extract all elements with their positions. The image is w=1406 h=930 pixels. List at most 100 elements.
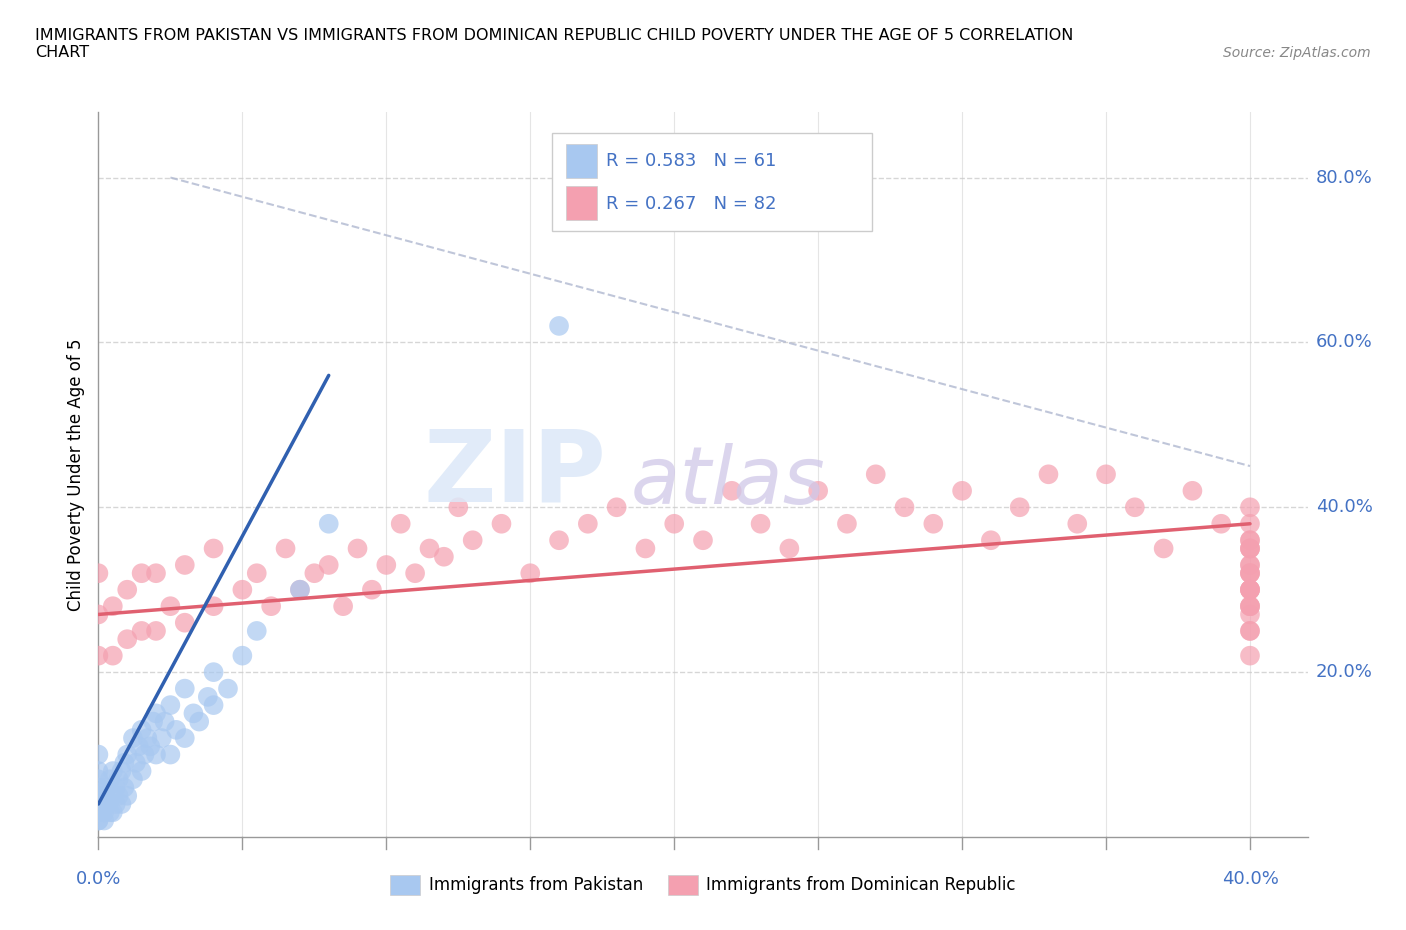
Point: [96, 780, 118, 795]
Point: [1239, 533, 1261, 548]
Point: [332, 599, 354, 614]
Point: [1239, 565, 1261, 580]
Point: [159, 698, 181, 712]
Point: [101, 789, 124, 804]
Point: [318, 557, 340, 572]
Point: [131, 723, 153, 737]
Point: [93, 813, 115, 828]
Point: [87, 607, 110, 622]
Point: [304, 565, 326, 580]
Text: R = 0.583   N = 61: R = 0.583 N = 61: [606, 152, 776, 170]
Point: [115, 582, 138, 597]
Point: [197, 689, 219, 704]
Point: [1239, 582, 1261, 597]
Point: [101, 648, 124, 663]
Text: 0.0%: 0.0%: [76, 870, 121, 888]
Text: 20.0%: 20.0%: [1316, 663, 1372, 681]
Point: [87, 565, 110, 580]
Point: [134, 747, 156, 762]
Point: [1239, 599, 1261, 614]
Point: [202, 541, 225, 556]
FancyBboxPatch shape: [551, 133, 872, 232]
Point: [361, 582, 384, 597]
Point: [115, 631, 138, 646]
Text: 60.0%: 60.0%: [1316, 334, 1372, 352]
Bar: [567, 186, 596, 220]
Point: [548, 533, 571, 548]
Point: [692, 533, 714, 548]
Point: [87, 813, 110, 828]
Point: [375, 557, 398, 572]
Point: [202, 599, 225, 614]
Point: [101, 804, 124, 819]
Point: [1239, 541, 1261, 556]
Point: [1239, 557, 1261, 572]
Point: [1239, 557, 1261, 572]
Point: [634, 541, 657, 556]
Point: [115, 789, 138, 804]
Text: IMMIGRANTS FROM PAKISTAN VS IMMIGRANTS FROM DOMINICAN REPUBLIC CHILD POVERTY UND: IMMIGRANTS FROM PAKISTAN VS IMMIGRANTS F…: [35, 28, 1074, 60]
Point: [1181, 484, 1204, 498]
Point: [231, 582, 253, 597]
Point: [87, 789, 110, 804]
Point: [1239, 565, 1261, 580]
Point: [98, 772, 121, 787]
Point: [1239, 565, 1261, 580]
Legend: Immigrants from Pakistan, Immigrants from Dominican Republic: Immigrants from Pakistan, Immigrants fro…: [384, 869, 1022, 901]
Point: [87, 780, 110, 795]
Point: [142, 714, 165, 729]
Text: atlas: atlas: [630, 443, 825, 521]
Point: [835, 516, 858, 531]
Point: [1239, 541, 1261, 556]
Point: [1239, 541, 1261, 556]
Point: [87, 813, 110, 828]
Point: [606, 499, 628, 514]
Point: [145, 565, 167, 580]
Point: [1239, 582, 1261, 597]
Bar: [567, 143, 596, 179]
Point: [87, 789, 110, 804]
Point: [107, 772, 129, 787]
Point: [87, 764, 110, 778]
Point: [112, 780, 135, 795]
Point: [491, 516, 513, 531]
Point: [159, 599, 181, 614]
Point: [1095, 467, 1118, 482]
Point: [1239, 599, 1261, 614]
Text: Source: ZipAtlas.com: Source: ZipAtlas.com: [1223, 46, 1371, 60]
Text: R = 0.267   N = 82: R = 0.267 N = 82: [606, 194, 776, 213]
Y-axis label: Child Poverty Under the Age of 5: Child Poverty Under the Age of 5: [66, 338, 84, 611]
Point: [950, 484, 973, 498]
Point: [112, 755, 135, 770]
Point: [519, 565, 541, 580]
Point: [153, 714, 176, 729]
Point: [98, 804, 121, 819]
Point: [173, 681, 195, 696]
Point: [104, 797, 127, 812]
Point: [150, 731, 173, 746]
Point: [807, 484, 830, 498]
Point: [346, 541, 368, 556]
Point: [274, 541, 297, 556]
Point: [110, 764, 132, 778]
Point: [87, 747, 110, 762]
Point: [1239, 648, 1261, 663]
Point: [145, 747, 167, 762]
Point: [1239, 623, 1261, 638]
Point: [576, 516, 599, 531]
Point: [87, 797, 110, 812]
Point: [96, 797, 118, 812]
Point: [1008, 499, 1031, 514]
Point: [288, 582, 311, 597]
Point: [115, 747, 138, 762]
Point: [246, 565, 269, 580]
Point: [159, 747, 181, 762]
Point: [131, 565, 153, 580]
Point: [122, 772, 145, 787]
Point: [664, 516, 686, 531]
Point: [922, 516, 945, 531]
Point: [188, 714, 211, 729]
Point: [260, 599, 283, 614]
Point: [1239, 599, 1261, 614]
Point: [1239, 582, 1261, 597]
